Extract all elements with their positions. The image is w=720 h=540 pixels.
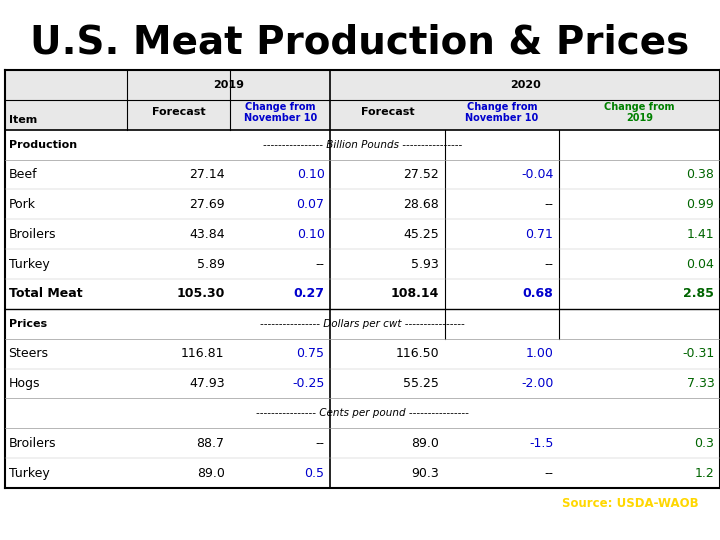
Text: --: -- [544,198,554,211]
Text: Broilers: Broilers [9,437,56,450]
Text: 0.27: 0.27 [294,287,325,300]
Text: 0.75: 0.75 [297,347,325,360]
Bar [5,70,720,100]
Text: 0.99: 0.99 [687,198,714,211]
Text: -0.31: -0.31 [682,347,714,360]
Text: Turkey: Turkey [9,467,50,480]
Text: --: -- [315,258,325,271]
Text: --: -- [315,437,325,450]
Text: --: -- [544,258,554,271]
Text: 0.3: 0.3 [694,437,714,450]
Text: 0.10: 0.10 [297,168,325,181]
Text: Total Meat: Total Meat [9,287,82,300]
Text: 28.68: 28.68 [403,198,439,211]
Text: Change from
November 10: Change from November 10 [243,102,317,123]
Text: 7.33: 7.33 [687,377,714,390]
Text: Change from
2019: Change from 2019 [604,102,675,123]
Text: 116.81: 116.81 [181,347,225,360]
Text: 88.7: 88.7 [197,437,225,450]
Text: 1.41: 1.41 [687,228,714,241]
Text: Forecast: Forecast [152,107,205,117]
Text: ---------------- Cents per pound ----------------: ---------------- Cents per pound -------… [256,408,469,418]
Text: 105.30: 105.30 [176,287,225,300]
Text: -0.04: -0.04 [521,168,554,181]
Text: 27.52: 27.52 [403,168,439,181]
Text: 55.25: 55.25 [403,377,439,390]
Text: Turkey: Turkey [9,258,50,271]
Text: Steers: Steers [9,347,48,360]
Text: 5.89: 5.89 [197,258,225,271]
Text: 27.14: 27.14 [189,168,225,181]
Text: Iowa State University: Iowa State University [14,497,190,511]
Text: Source: USDA-WAOB: Source: USDA-WAOB [562,497,698,510]
Text: -2.00: -2.00 [521,377,554,390]
Text: Hogs: Hogs [9,377,40,390]
Text: --: -- [544,467,554,480]
Text: 116.50: 116.50 [395,347,439,360]
Text: 0.04: 0.04 [686,258,714,271]
Text: 1.2: 1.2 [695,467,714,480]
Text: 108.14: 108.14 [391,287,439,300]
Text: Ag Decision Maker: Ag Decision Maker [560,521,698,534]
Text: U.S. Meat Production & Prices: U.S. Meat Production & Prices [30,24,690,62]
Text: -0.25: -0.25 [292,377,325,390]
Text: 2.85: 2.85 [683,287,714,300]
Text: Forecast: Forecast [361,107,414,117]
Text: 89.0: 89.0 [197,467,225,480]
Bar [5,100,720,130]
Text: Extension and Outreach/Department of Economics: Extension and Outreach/Department of Eco… [14,522,279,532]
Text: Beef: Beef [9,168,37,181]
Text: Change from
November 10: Change from November 10 [465,102,539,123]
Text: ---------------- Billion Pounds ----------------: ---------------- Billion Pounds --------… [263,140,462,150]
Text: 0.5: 0.5 [305,467,325,480]
Text: 0.68: 0.68 [523,287,554,300]
Text: 43.84: 43.84 [189,228,225,241]
Text: 0.07: 0.07 [297,198,325,211]
Text: 5.93: 5.93 [411,258,439,271]
Text: 27.69: 27.69 [189,198,225,211]
Text: 45.25: 45.25 [403,228,439,241]
Text: ---------------- Dollars per cwt ----------------: ---------------- Dollars per cwt -------… [260,319,465,329]
Text: 89.0: 89.0 [411,437,439,450]
Text: 0.38: 0.38 [686,168,714,181]
Text: 0.10: 0.10 [297,228,325,241]
Text: Prices: Prices [9,319,47,329]
Text: Production: Production [9,140,77,150]
Text: 47.93: 47.93 [189,377,225,390]
Text: 2020: 2020 [510,80,541,90]
Text: Broilers: Broilers [9,228,56,241]
Text: 2019: 2019 [213,80,244,90]
Text: Pork: Pork [9,198,35,211]
Text: Item: Item [9,115,37,125]
Text: 90.3: 90.3 [411,467,439,480]
Text: -1.5: -1.5 [529,437,554,450]
Text: 1.00: 1.00 [526,347,554,360]
Text: 0.71: 0.71 [526,228,554,241]
